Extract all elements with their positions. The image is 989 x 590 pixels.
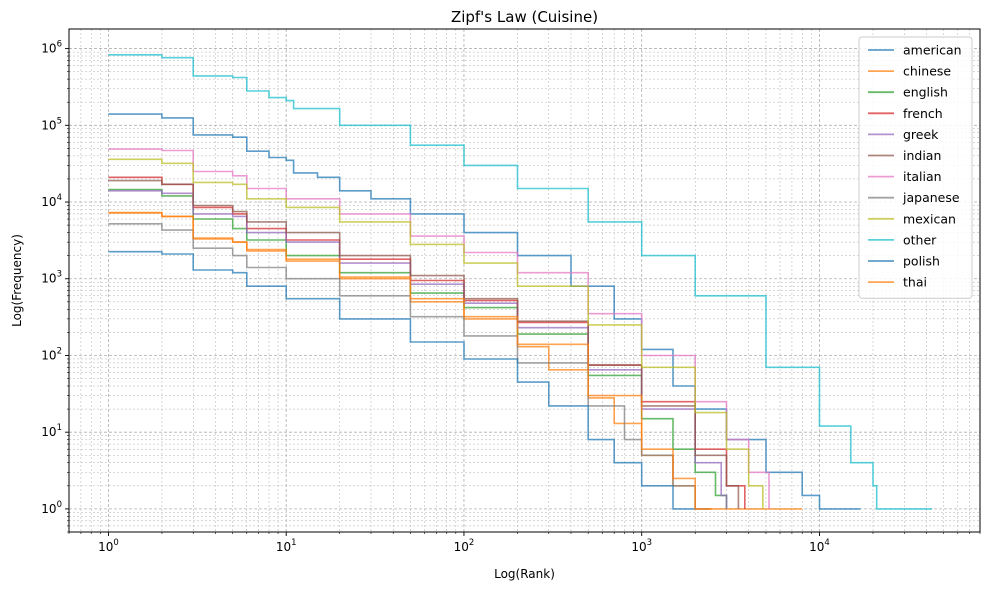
x-tick-label: 102 (454, 538, 475, 554)
legend-label: english (903, 85, 948, 100)
grid-lines (68, 29, 981, 533)
series-line-polish (108, 250, 696, 510)
legend-label: italian (903, 169, 942, 184)
plot-background (69, 29, 980, 532)
x-tick-label: 103 (631, 538, 652, 554)
legend-label: japanese (902, 190, 960, 205)
y-axis-label: Log(Frequency) (10, 234, 24, 327)
y-tick-label: 100 (41, 500, 62, 516)
series-lines (108, 54, 933, 510)
legend-label: american (903, 43, 962, 58)
x-axis-label: Log(Rank) (494, 567, 555, 581)
axis-ticks: 100 101 102 103 104 100 101 102 103 104 105 106 (41, 40, 981, 554)
legend-label: chinese (903, 64, 951, 79)
legend: american chinese english french greek indian i… (858, 36, 973, 299)
series-line-indian (108, 179, 740, 509)
x-tick-label: 100 (98, 538, 119, 554)
y-tick-label: 104 (41, 193, 62, 209)
series-line-japanese (108, 223, 710, 510)
y-tick-label: 103 (41, 270, 62, 286)
y-tick-label: 102 (41, 346, 62, 362)
series-line-italian (108, 148, 770, 509)
legend-label: other (903, 232, 937, 247)
legend-label: mexican (903, 211, 956, 226)
series-line-mexican (108, 158, 764, 509)
y-tick-label: 101 (41, 423, 62, 439)
y-tick-label: 106 (41, 40, 62, 56)
x-tick-label: 104 (809, 538, 830, 554)
series-line-thai (108, 211, 713, 510)
legend-label: french (903, 106, 943, 121)
legend-label: polish (903, 254, 940, 269)
legend-label: greek (903, 127, 939, 142)
series-line-other (108, 54, 933, 510)
chart-title: Zipf's Law (Cuisine) (451, 8, 598, 26)
legend-box (858, 36, 973, 299)
y-tick-label: 105 (41, 116, 62, 132)
plot-frame (68, 28, 981, 533)
legend-label: indian (903, 148, 941, 163)
legend-label: thai (903, 275, 927, 290)
x-tick-label: 101 (276, 538, 297, 554)
